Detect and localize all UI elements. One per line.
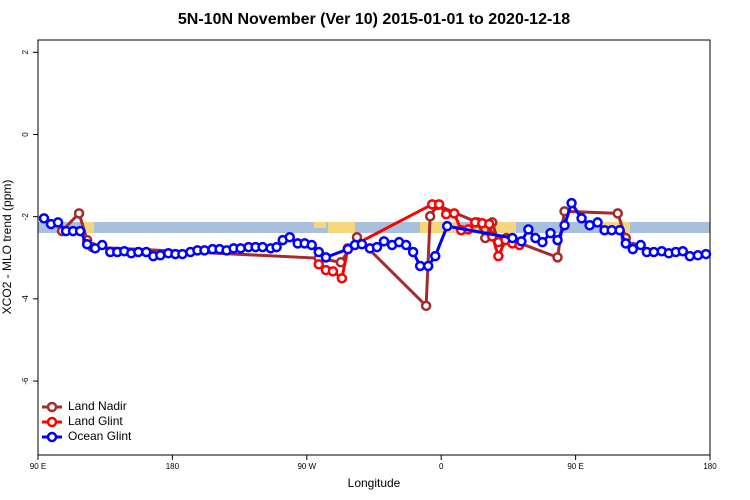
region-band	[38, 222, 710, 233]
x-tick-label: 0	[439, 462, 444, 471]
point	[306, 239, 317, 251]
x-axis-label: Longitude	[348, 476, 401, 490]
point	[493, 250, 504, 262]
point	[523, 224, 534, 235]
point	[627, 243, 639, 255]
point	[692, 250, 704, 261]
y-tick-label: 0	[21, 132, 30, 137]
point	[74, 225, 86, 237]
point	[407, 246, 419, 258]
y-tick-label: -4	[21, 295, 30, 303]
point	[440, 208, 452, 220]
point	[677, 245, 689, 257]
point	[257, 241, 268, 253]
point	[552, 252, 563, 263]
point	[284, 231, 296, 243]
point	[424, 211, 436, 222]
chart-title: 5N-10N November (Ver 10) 2015-01-01 to 2…	[178, 11, 570, 28]
legend-label: Land Nadir	[68, 399, 127, 413]
point	[420, 300, 432, 312]
point	[320, 252, 332, 263]
point	[73, 208, 85, 219]
legend-marker	[46, 431, 58, 443]
point	[199, 245, 210, 256]
legend-label: Ocean Glint	[68, 429, 132, 443]
point	[422, 260, 434, 272]
point	[620, 238, 632, 249]
point	[684, 250, 696, 262]
point	[313, 259, 324, 270]
point	[700, 248, 712, 260]
point	[545, 227, 556, 239]
y-tick-label: -2	[21, 213, 30, 221]
point	[635, 239, 646, 251]
x-tick-label: 180	[703, 462, 717, 471]
point	[96, 239, 108, 251]
point	[614, 224, 625, 236]
point	[155, 250, 166, 261]
legend-label: Land Glint	[68, 414, 123, 428]
legend-marker	[46, 401, 58, 413]
point	[371, 241, 383, 253]
x-tick-label: 90 E	[567, 462, 583, 471]
point	[552, 234, 563, 246]
point	[313, 246, 324, 258]
legend-marker	[46, 416, 58, 428]
x-tick-label: 90 E	[30, 462, 46, 471]
point	[235, 243, 246, 254]
point	[592, 217, 603, 228]
point	[566, 197, 577, 209]
point	[516, 236, 527, 247]
y-tick-label: -6	[21, 377, 30, 385]
point	[356, 238, 368, 250]
point	[433, 199, 445, 210]
point	[441, 220, 453, 232]
point	[484, 218, 495, 230]
x-tick-label: 180	[166, 462, 180, 471]
plot-frame	[37, 39, 711, 456]
point	[52, 217, 64, 228]
point	[576, 213, 587, 224]
point	[378, 236, 390, 247]
point	[271, 241, 282, 253]
point	[448, 208, 460, 219]
point	[429, 250, 441, 262]
point	[38, 213, 50, 224]
point	[612, 208, 623, 219]
point	[177, 248, 188, 260]
point	[414, 260, 426, 272]
point	[537, 236, 548, 248]
point	[81, 238, 93, 250]
point	[327, 266, 339, 277]
point	[400, 239, 412, 251]
point	[559, 220, 570, 231]
series	[38, 197, 712, 272]
point	[507, 232, 518, 244]
point	[336, 273, 348, 284]
y-axis-label: XCO2 - MLO trend (ppm)	[0, 180, 14, 315]
x-tick-label: 90 W	[297, 462, 316, 471]
y-tick-label: 2	[21, 50, 30, 55]
